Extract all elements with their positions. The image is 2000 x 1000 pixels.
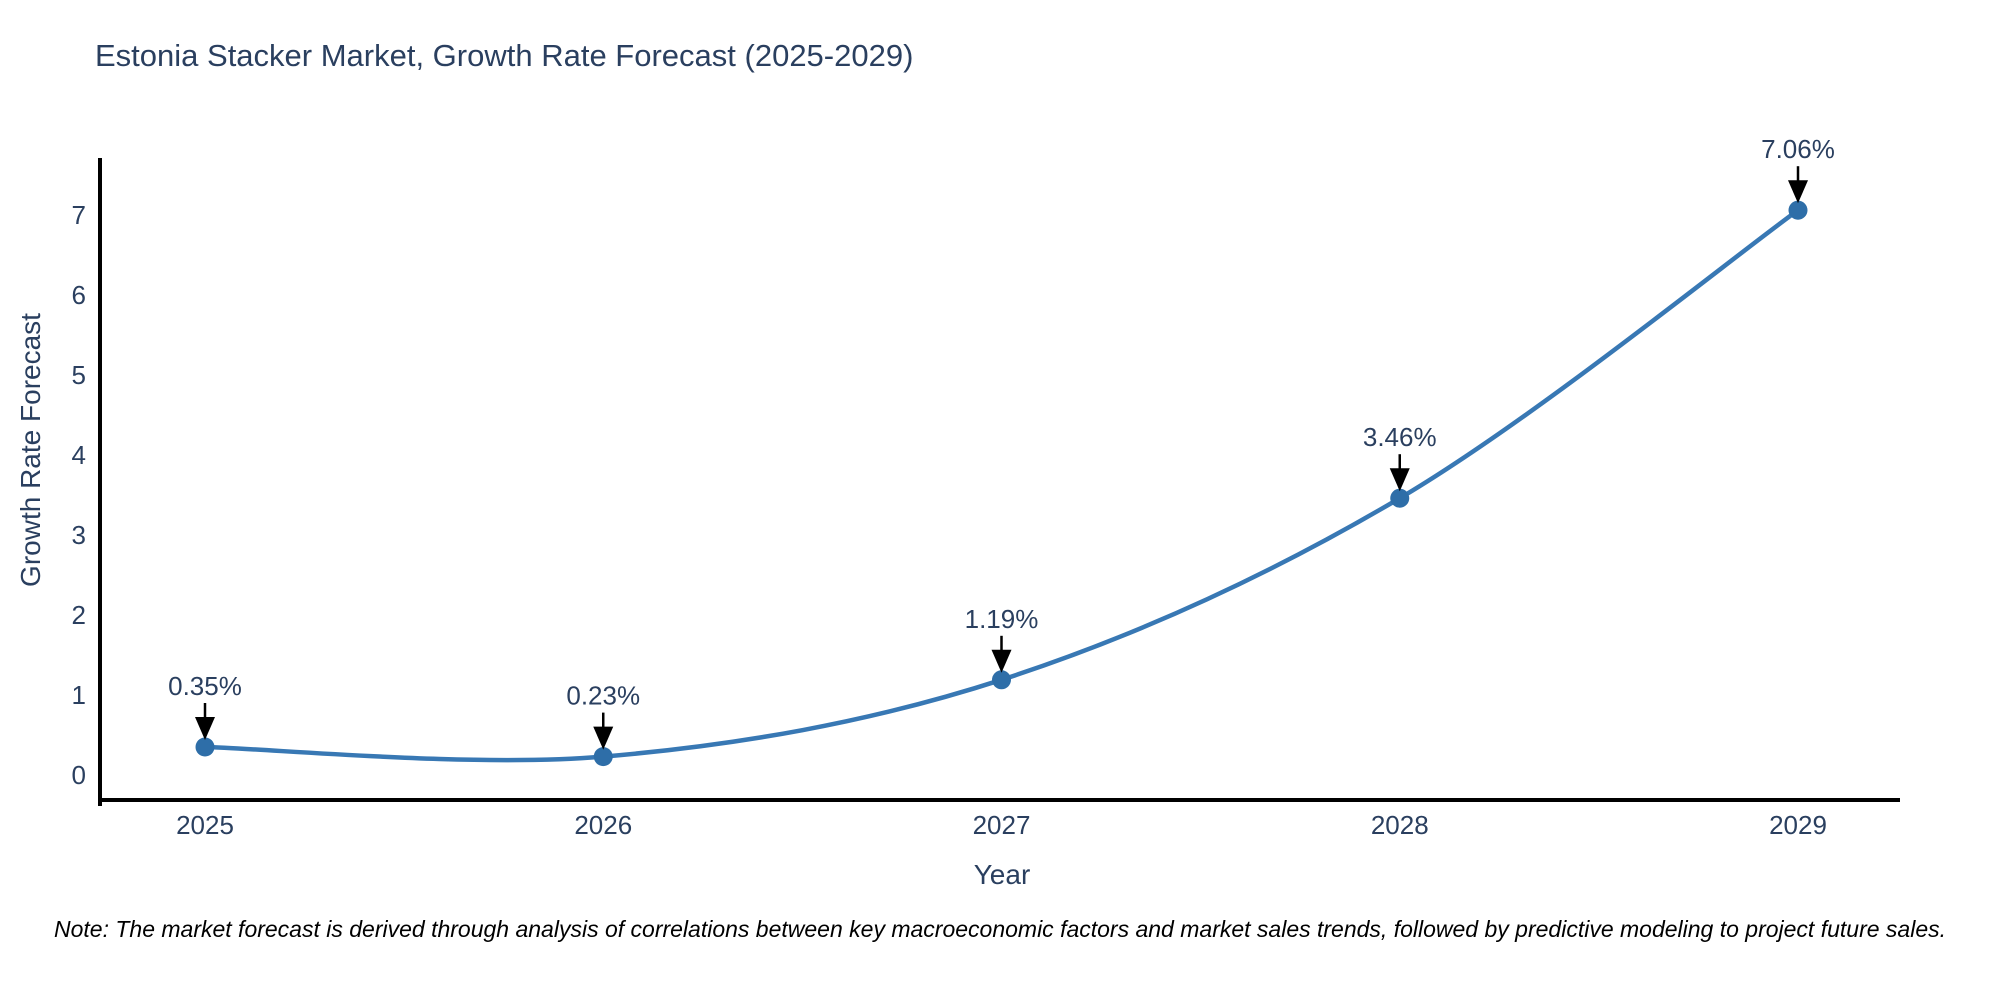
y-tick-label: 3 [72, 520, 86, 550]
annotation-label: 1.19% [965, 604, 1039, 634]
annotation-label: 0.23% [566, 681, 640, 711]
y-tick-label: 4 [72, 440, 86, 470]
annotation-arrow-head [991, 649, 1012, 673]
y-tick-label: 1 [72, 680, 86, 710]
footnote: Note: The market forecast is derived thr… [53, 916, 1947, 942]
y-tick-label: 2 [72, 600, 86, 630]
data-point-2026 [593, 747, 613, 767]
y-tick-label: 7 [72, 200, 86, 230]
annotation-arrow-head [593, 726, 614, 750]
y-tick-label: 5 [72, 360, 86, 390]
annotation-label: 7.06% [1761, 134, 1835, 164]
data-point-2029 [1788, 200, 1808, 220]
data-point-2025 [195, 737, 215, 757]
x-tick-label: 2026 [574, 810, 632, 840]
data-point-2027 [992, 670, 1011, 690]
x-tick-label: 2029 [1769, 810, 1827, 840]
chart-title: Estonia Stacker Market, Growth Rate Fore… [95, 38, 914, 73]
x-tick-label: 2028 [1371, 810, 1429, 840]
annotation-arrow-head [195, 717, 215, 740]
y-axis-title: Growth Rate Forecast [15, 313, 46, 587]
x-axis-title: Year [974, 859, 1031, 890]
x-tick-label: 2025 [176, 810, 234, 840]
growth-rate-line [202, 207, 1801, 763]
annotation-label: 0.35% [168, 671, 242, 701]
annotation-label: 3.46% [1363, 422, 1437, 452]
annotation-arrow-head [1788, 180, 1808, 204]
data-point-2028 [1390, 488, 1410, 508]
y-tick-label: 0 [72, 760, 86, 790]
x-tick-label: 2027 [973, 810, 1031, 840]
y-tick-label: 6 [72, 280, 86, 310]
annotation-arrow-head [1389, 468, 1410, 492]
